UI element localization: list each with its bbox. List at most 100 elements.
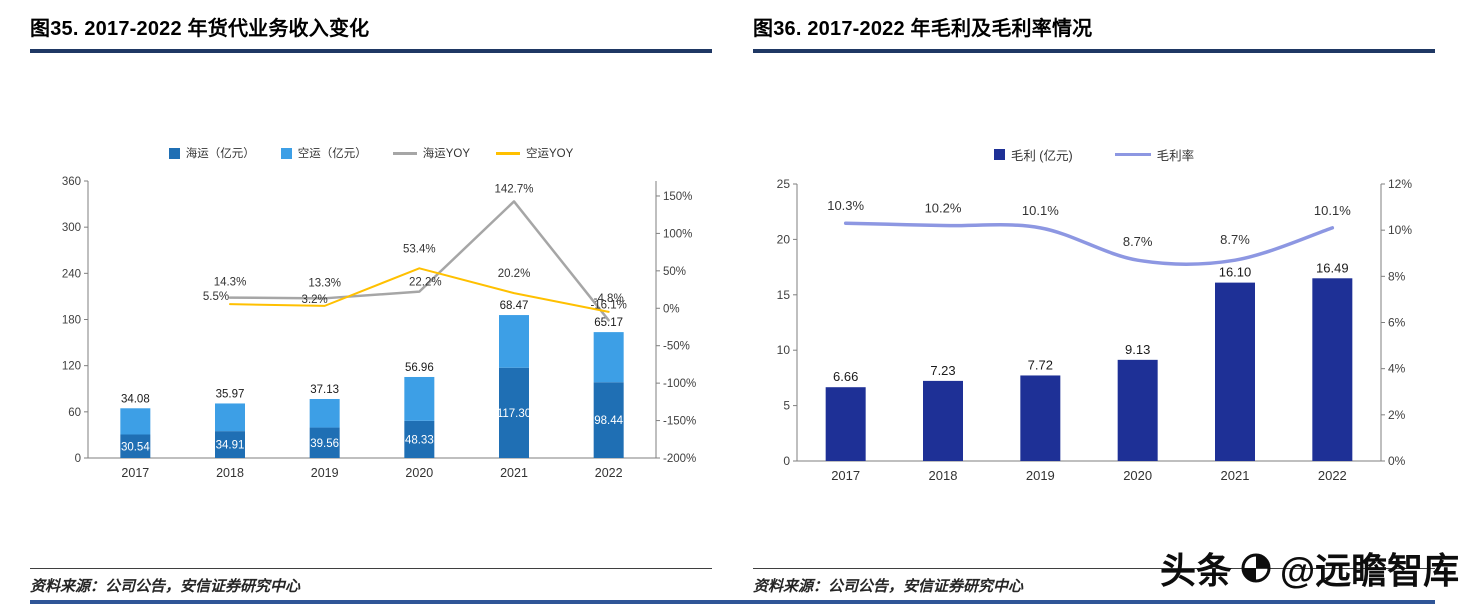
bar-segment-series-0 — [1117, 359, 1158, 461]
figure-35-source-text: 资料来源：公司公告，安信证券研究中心 — [30, 579, 301, 595]
bar-segment-series-0 — [1215, 282, 1255, 461]
legend-label: 空运YOY — [526, 148, 574, 160]
legend-label: 海运YOY — [422, 148, 470, 160]
y2-axis-tick-label: 0% — [1388, 454, 1406, 468]
y-axis-tick-label: 5 — [783, 399, 790, 413]
y2-axis-tick-label: -50% — [663, 341, 690, 353]
y-axis-tick-label: 240 — [62, 268, 81, 280]
y-axis-tick-label: 300 — [62, 222, 81, 234]
line-value-label: 20.2% — [498, 268, 531, 280]
x-axis-category-label: 2017 — [831, 468, 860, 483]
bar-inside-value-label: 39.56 — [310, 438, 339, 450]
watermark-handle-text: @远瞻智库 — [1280, 550, 1460, 591]
legend-label: 海运（亿元） — [185, 148, 255, 160]
figure-35-legend: 海运（亿元） 空运（亿元） 海运YOY 空运YOY — [30, 145, 712, 161]
bar-value-label: 6.66 — [833, 369, 858, 384]
y2-axis-tick-label: 2% — [1388, 408, 1406, 422]
bar-inside-value-label: 34.91 — [216, 440, 245, 452]
figure-36-chart: 25 20 15 10 5 0 12% 10% 8% 6% 4% 2% 0% 2017 2018 2019 20… — [777, 177, 1413, 483]
legend-label: 空运（亿元） — [297, 148, 367, 160]
bar-value-label: 65.17 — [594, 317, 623, 329]
line-value-label: -16.1% — [590, 299, 626, 311]
y-axis-tick-label: 0 — [75, 453, 81, 465]
x-axis-category-label: 2020 — [405, 466, 433, 480]
legend-item: 毛利率 — [1114, 145, 1195, 164]
figure-35-source-row: 资料来源：公司公告，安信证券研究中心 — [30, 568, 712, 596]
legend-swatch-line — [392, 151, 417, 155]
y2-axis-tick-label: -100% — [663, 378, 696, 390]
x-axis-category-label: 2018 — [929, 468, 958, 483]
legend-swatch-square — [280, 147, 292, 159]
bar-inside-value-label: 30.54 — [121, 441, 150, 453]
y2-axis-tick-label: 100% — [663, 228, 692, 240]
figure-36-title: 图36. 2017-2022 年毛利及毛利率情况 — [753, 12, 1435, 53]
y2-axis-tick-label: -200% — [663, 453, 696, 465]
y-axis-tick-label: 120 — [62, 361, 81, 373]
bar-segment-series-1 — [309, 398, 340, 428]
y2-axis-tick-label: 6% — [1388, 316, 1406, 330]
legend-swatch-line — [496, 151, 520, 155]
line-value-label: 8.7% — [1123, 234, 1153, 249]
figure-36-panel: 图36. 2017-2022 年毛利及毛利率情况 毛利 (亿元) 毛利率 25 20… — [753, 12, 1435, 604]
bar-inside-value-label: 98.44 — [594, 415, 623, 427]
bar-inside-value-label: 48.33 — [405, 434, 434, 446]
bar-value-label: 7.72 — [1028, 357, 1053, 372]
line-value-label: 13.3% — [308, 277, 341, 289]
x-axis-category-label: 2018 — [216, 466, 244, 480]
x-axis-category-label: 2017 — [121, 466, 149, 480]
line-series-1 — [229, 267, 610, 313]
x-axis-category-label: 2021 — [1221, 468, 1250, 483]
line-value-label: 10.2% — [925, 201, 962, 216]
watermark-toutiao-text: 头条 — [1160, 550, 1233, 591]
bar-value-label: 16.49 — [1316, 260, 1349, 275]
y-axis-tick-label: 60 — [68, 407, 81, 419]
y2-axis-tick-label: 150% — [663, 191, 692, 203]
figure-36-source-text: 资料来源：公司公告，安信证券研究中心 — [753, 579, 1024, 595]
line-series-0 — [228, 200, 610, 322]
x-axis-category-label: 2020 — [1123, 468, 1152, 483]
legend-swatch-square — [168, 147, 180, 159]
line-value-label: 8.7% — [1220, 232, 1250, 247]
legend-item: 空运（亿元） — [280, 145, 367, 161]
y-axis-tick-label: 360 — [62, 176, 81, 188]
y2-axis-tick-label: 8% — [1388, 269, 1406, 283]
line-value-label: 5.5% — [203, 291, 229, 303]
bar-segment-series-0 — [120, 434, 151, 458]
figure-35-title: 图35. 2017-2022 年货代业务收入变化 — [30, 12, 712, 53]
bar-segment-series-0 — [215, 431, 245, 458]
bar-value-label: 68.47 — [500, 300, 529, 312]
x-axis-category-label: 2021 — [500, 466, 528, 480]
y-axis-tick-label: 15 — [777, 288, 791, 302]
legend-swatch-square — [993, 149, 1005, 160]
bar-segment-series-0 — [1312, 278, 1353, 461]
bar-inside-value-label: 117.30 — [497, 408, 531, 420]
line-value-label: 3.2% — [302, 294, 328, 306]
line-value-label: 22.2% — [409, 277, 442, 289]
y-axis-tick-label: 25 — [777, 177, 791, 191]
bar-value-label: 16.10 — [1219, 265, 1252, 280]
bar-segment-series-1 — [215, 403, 245, 432]
y-axis-tick-label: 180 — [62, 315, 81, 327]
legend-label: 毛利率 — [1156, 149, 1195, 163]
legend-item: 毛利 (亿元) — [993, 145, 1073, 164]
bar-value-label: 7.23 — [930, 363, 955, 378]
bar-segment-series-1 — [120, 408, 151, 435]
bar-segment-series-1 — [499, 315, 529, 368]
y2-axis-tick-label: 4% — [1388, 362, 1406, 376]
line-value-label: 10.1% — [1022, 203, 1059, 218]
y2-axis-tick-label: 10% — [1388, 223, 1412, 237]
x-axis-category-label: 2019 — [1026, 468, 1055, 483]
legend-item: 海运YOY — [392, 145, 470, 161]
bar-value-label: 9.13 — [1125, 342, 1150, 357]
bar-segment-series-0 — [923, 380, 963, 461]
y-axis-tick-label: 0 — [783, 454, 790, 468]
line-series-0 — [843, 221, 1335, 266]
x-axis-category-label: 2019 — [311, 466, 339, 480]
figure-36-legend: 毛利 (亿元) 毛利率 — [753, 145, 1435, 164]
bar-value-label: 56.96 — [405, 362, 434, 374]
bar-segment-series-0 — [593, 382, 624, 458]
x-axis-category-label: 2022 — [595, 466, 623, 480]
line-value-label: -4.8% — [594, 293, 624, 305]
line-value-label: 10.1% — [1314, 203, 1351, 218]
